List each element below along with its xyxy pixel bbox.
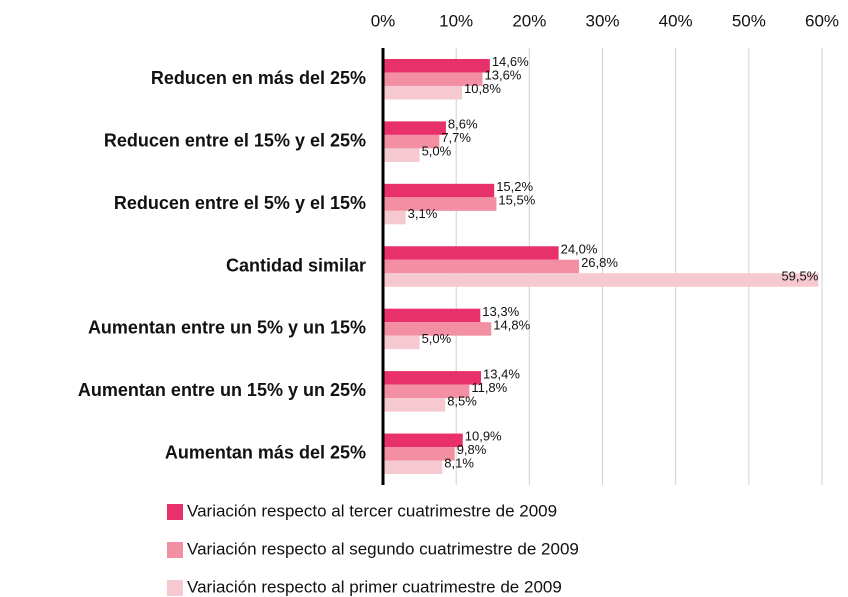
category-label: Reducen entre el 15% y el 25%	[104, 130, 366, 150]
x-tick-label: 30%	[585, 11, 619, 30]
legend-swatch	[167, 542, 183, 558]
bar	[383, 308, 481, 323]
value-label: 59,5%	[781, 268, 818, 283]
x-tick-label: 50%	[732, 11, 766, 30]
value-label: 8,1%	[444, 456, 474, 471]
value-label: 24,0%	[561, 241, 598, 256]
bar	[383, 210, 406, 225]
bar	[383, 335, 420, 350]
value-label: 15,2%	[496, 179, 533, 194]
bar	[383, 447, 455, 461]
legend-label: Variación respecto al segundo cuatrimest…	[187, 539, 579, 558]
value-label: 5,0%	[422, 144, 452, 159]
value-label: 14,8%	[493, 317, 530, 332]
value-label: 3,1%	[408, 206, 438, 221]
bar	[383, 384, 470, 399]
value-label: 8,5%	[447, 393, 477, 408]
bar	[383, 58, 490, 73]
category-label: Aumentan entre un 5% y un 15%	[88, 318, 366, 338]
category-label: Reducen en más del 25%	[151, 68, 366, 88]
x-tick-label: 20%	[512, 11, 546, 30]
bar	[383, 121, 446, 135]
value-label: 8,6%	[448, 117, 478, 132]
value-label: 26,8%	[581, 255, 618, 270]
legend-label: Variación respecto al primer cuatrimestr…	[187, 577, 562, 596]
bar	[383, 246, 559, 260]
x-tick-label: 0%	[371, 11, 396, 30]
bar	[383, 72, 483, 86]
category-label: Cantidad similar	[226, 255, 366, 275]
value-label: 13,4%	[483, 366, 520, 381]
bar	[383, 148, 420, 162]
bar	[383, 322, 492, 336]
bar	[383, 85, 463, 100]
value-label: 11,8%	[471, 380, 507, 395]
bar	[383, 259, 580, 274]
bar	[383, 371, 482, 385]
value-label: 13,6%	[485, 68, 522, 83]
bar	[383, 460, 443, 475]
value-label: 15,5%	[498, 193, 535, 208]
x-tick-label: 10%	[439, 11, 473, 30]
category-label: Aumentan más del 25%	[165, 443, 366, 463]
bar	[383, 433, 463, 448]
x-tick-label: 60%	[805, 11, 839, 30]
category-label: Aumentan entre un 15% y un 25%	[78, 380, 366, 400]
legend-label: Variación respecto al tercer cuatrimestr…	[187, 501, 557, 520]
legend-swatch	[167, 580, 183, 596]
bar	[383, 134, 440, 149]
category-label: Reducen entre el 5% y el 15%	[114, 193, 366, 213]
value-label: 14,6%	[492, 54, 529, 69]
value-label: 9,8%	[457, 442, 487, 457]
bar	[383, 183, 495, 198]
bar	[383, 197, 497, 211]
legend-swatch	[167, 504, 183, 520]
bar	[383, 273, 819, 287]
x-tick-label: 40%	[659, 11, 693, 30]
bar	[383, 398, 446, 412]
value-label: 13,3%	[482, 304, 519, 319]
value-label: 5,0%	[422, 331, 452, 346]
value-label: 7,7%	[441, 130, 471, 145]
value-label: 10,9%	[465, 429, 502, 444]
value-label: 10,8%	[464, 81, 501, 96]
